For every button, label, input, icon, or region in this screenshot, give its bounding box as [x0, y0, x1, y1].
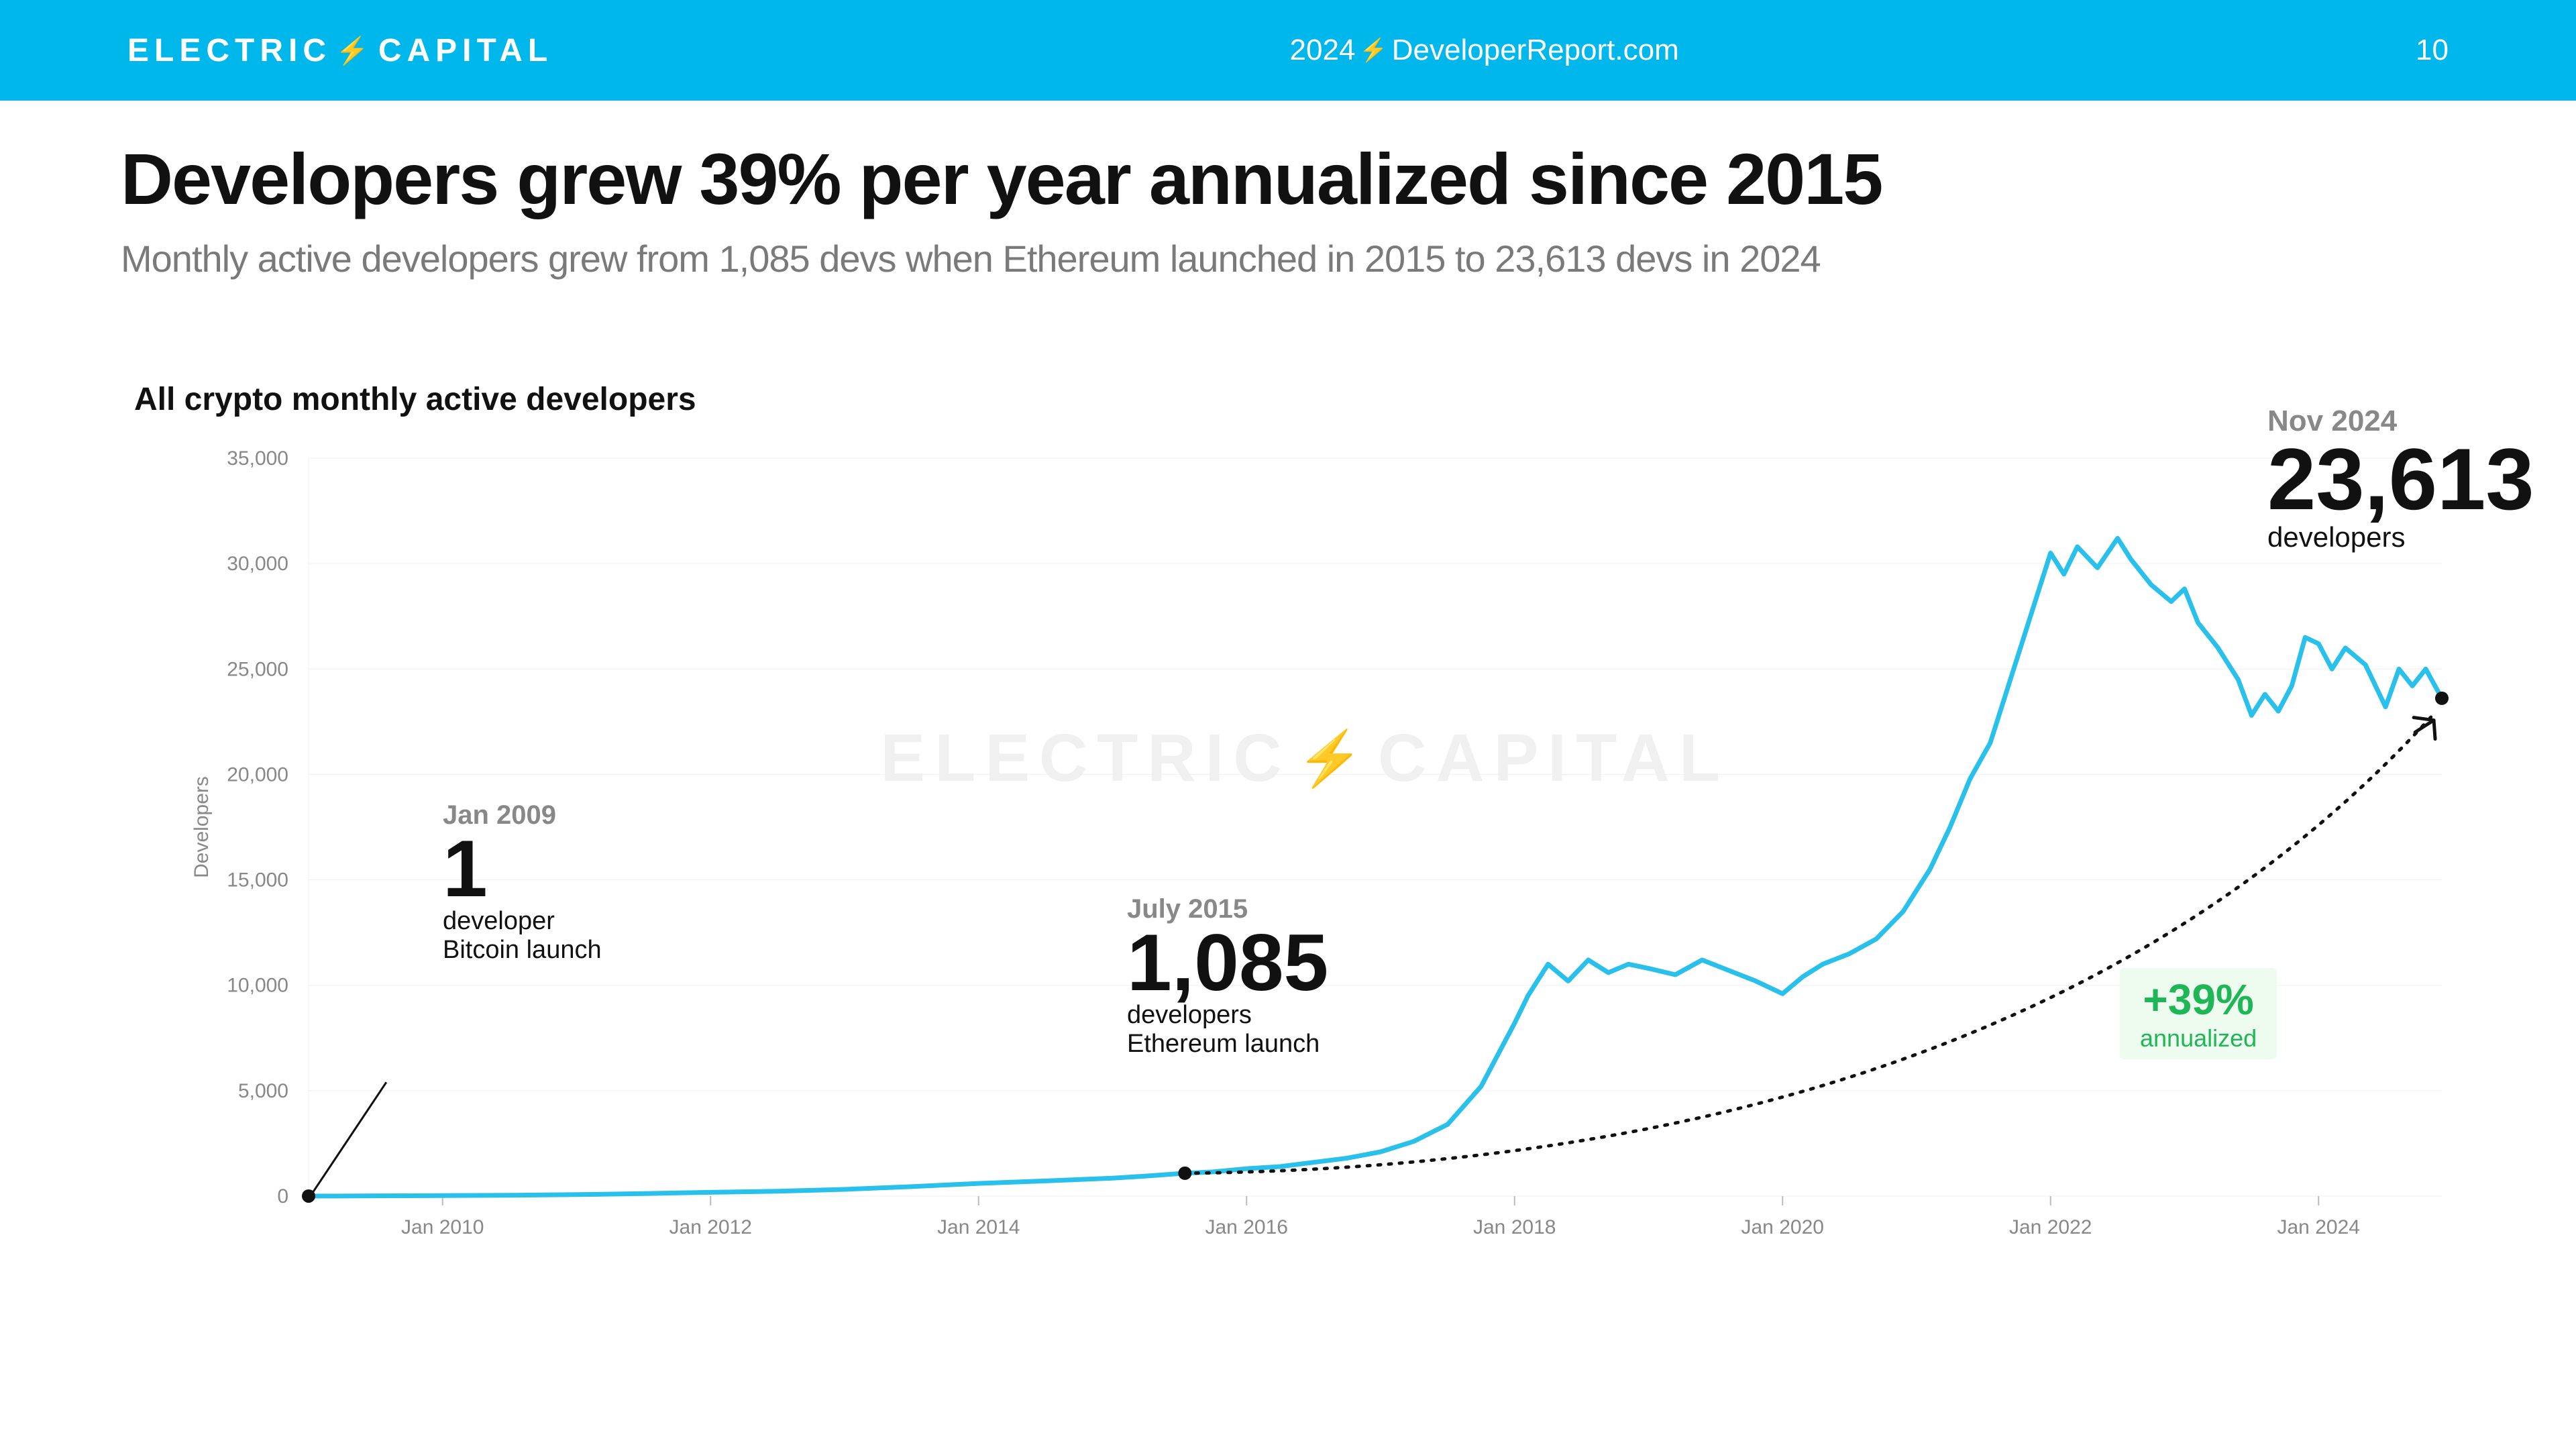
y-axis-title: Developers — [191, 777, 213, 879]
brand-right: CAPITAL — [378, 32, 553, 69]
x-tick-label: Jan 2012 — [669, 1216, 752, 1238]
x-tick-label: Jan 2022 — [2009, 1216, 2092, 1238]
watermark: ELECTRIC ⚡ CAPITAL — [881, 720, 1730, 797]
pointer-line — [313, 1083, 386, 1193]
annotation-sub2: Bitcoin launch — [443, 936, 602, 965]
arrow-icon — [2414, 718, 2435, 739]
annotation-sub2: Ethereum launch — [1127, 1030, 1328, 1059]
header-bar: ELECTRIC ⚡ CAPITAL 2024 ⚡ DeveloperRepor… — [0, 0, 2576, 101]
data-marker — [2435, 692, 2449, 705]
growth-badge: +39% annualized — [2120, 968, 2277, 1059]
bolt-icon: ⚡ — [1297, 727, 1373, 790]
y-tick-label: 15,000 — [227, 869, 288, 892]
brand-left: ELECTRIC — [127, 32, 331, 69]
data-marker — [1178, 1167, 1191, 1180]
y-tick-label: 30,000 — [227, 553, 288, 576]
annotation-ethereum: July 2015 1,085 developers Ethereum laun… — [1127, 894, 1328, 1059]
data-line — [309, 539, 2442, 1197]
x-tick-label: Jan 2024 — [2277, 1216, 2360, 1238]
growth-label: annualized — [2140, 1024, 2257, 1053]
content-area: Developers grew 39% per year annualized … — [0, 101, 2576, 1270]
page-subtitle: Monthly active developers grew from 1,08… — [121, 237, 2455, 280]
annotation-value: 1,085 — [1127, 924, 1328, 1001]
x-tick-label: Jan 2018 — [1473, 1216, 1556, 1238]
x-tick-label: Jan 2016 — [1205, 1216, 1288, 1238]
page-title: Developers grew 39% per year annualized … — [121, 141, 2455, 217]
growth-pct: +39% — [2140, 975, 2257, 1024]
x-tick-label: Jan 2010 — [401, 1216, 484, 1238]
x-tick-label: Jan 2020 — [1741, 1216, 1824, 1238]
header-site: DeveloperReport.com — [1392, 34, 1679, 67]
data-marker — [302, 1189, 315, 1203]
y-tick-label: 0 — [277, 1185, 288, 1208]
annotation-value: 23,613 — [2267, 438, 2534, 521]
bolt-icon: ⚡ — [1359, 37, 1387, 64]
brand-logo: ELECTRIC ⚡ CAPITAL — [127, 32, 553, 69]
y-tick-label: 25,000 — [227, 659, 288, 681]
y-tick-label: 5,000 — [238, 1080, 288, 1102]
annotation-sub1: developer — [443, 907, 602, 936]
chart-title: All crypto monthly active developers — [134, 381, 2455, 418]
page-number: 10 — [2416, 34, 2449, 67]
y-tick-label: 20,000 — [227, 764, 288, 786]
annotation-bitcoin: Jan 2009 1 developer Bitcoin launch — [443, 800, 602, 965]
chart-container: ELECTRIC ⚡ CAPITAL 0 5,000 10,000 15,000 20,… — [121, 431, 2455, 1270]
y-tick-label: 35,000 — [227, 447, 288, 470]
header-year: 2024 — [1290, 34, 1356, 67]
annotation-value: 1 — [443, 830, 602, 907]
header-center: 2024 ⚡ DeveloperReport.com — [1290, 34, 1679, 67]
x-tick-label: Jan 2014 — [937, 1216, 1020, 1238]
annotation-latest: Nov 2024 23,613 developers — [2267, 405, 2534, 553]
y-tick-label: 10,000 — [227, 975, 288, 997]
bolt-icon: ⚡ — [335, 35, 374, 66]
